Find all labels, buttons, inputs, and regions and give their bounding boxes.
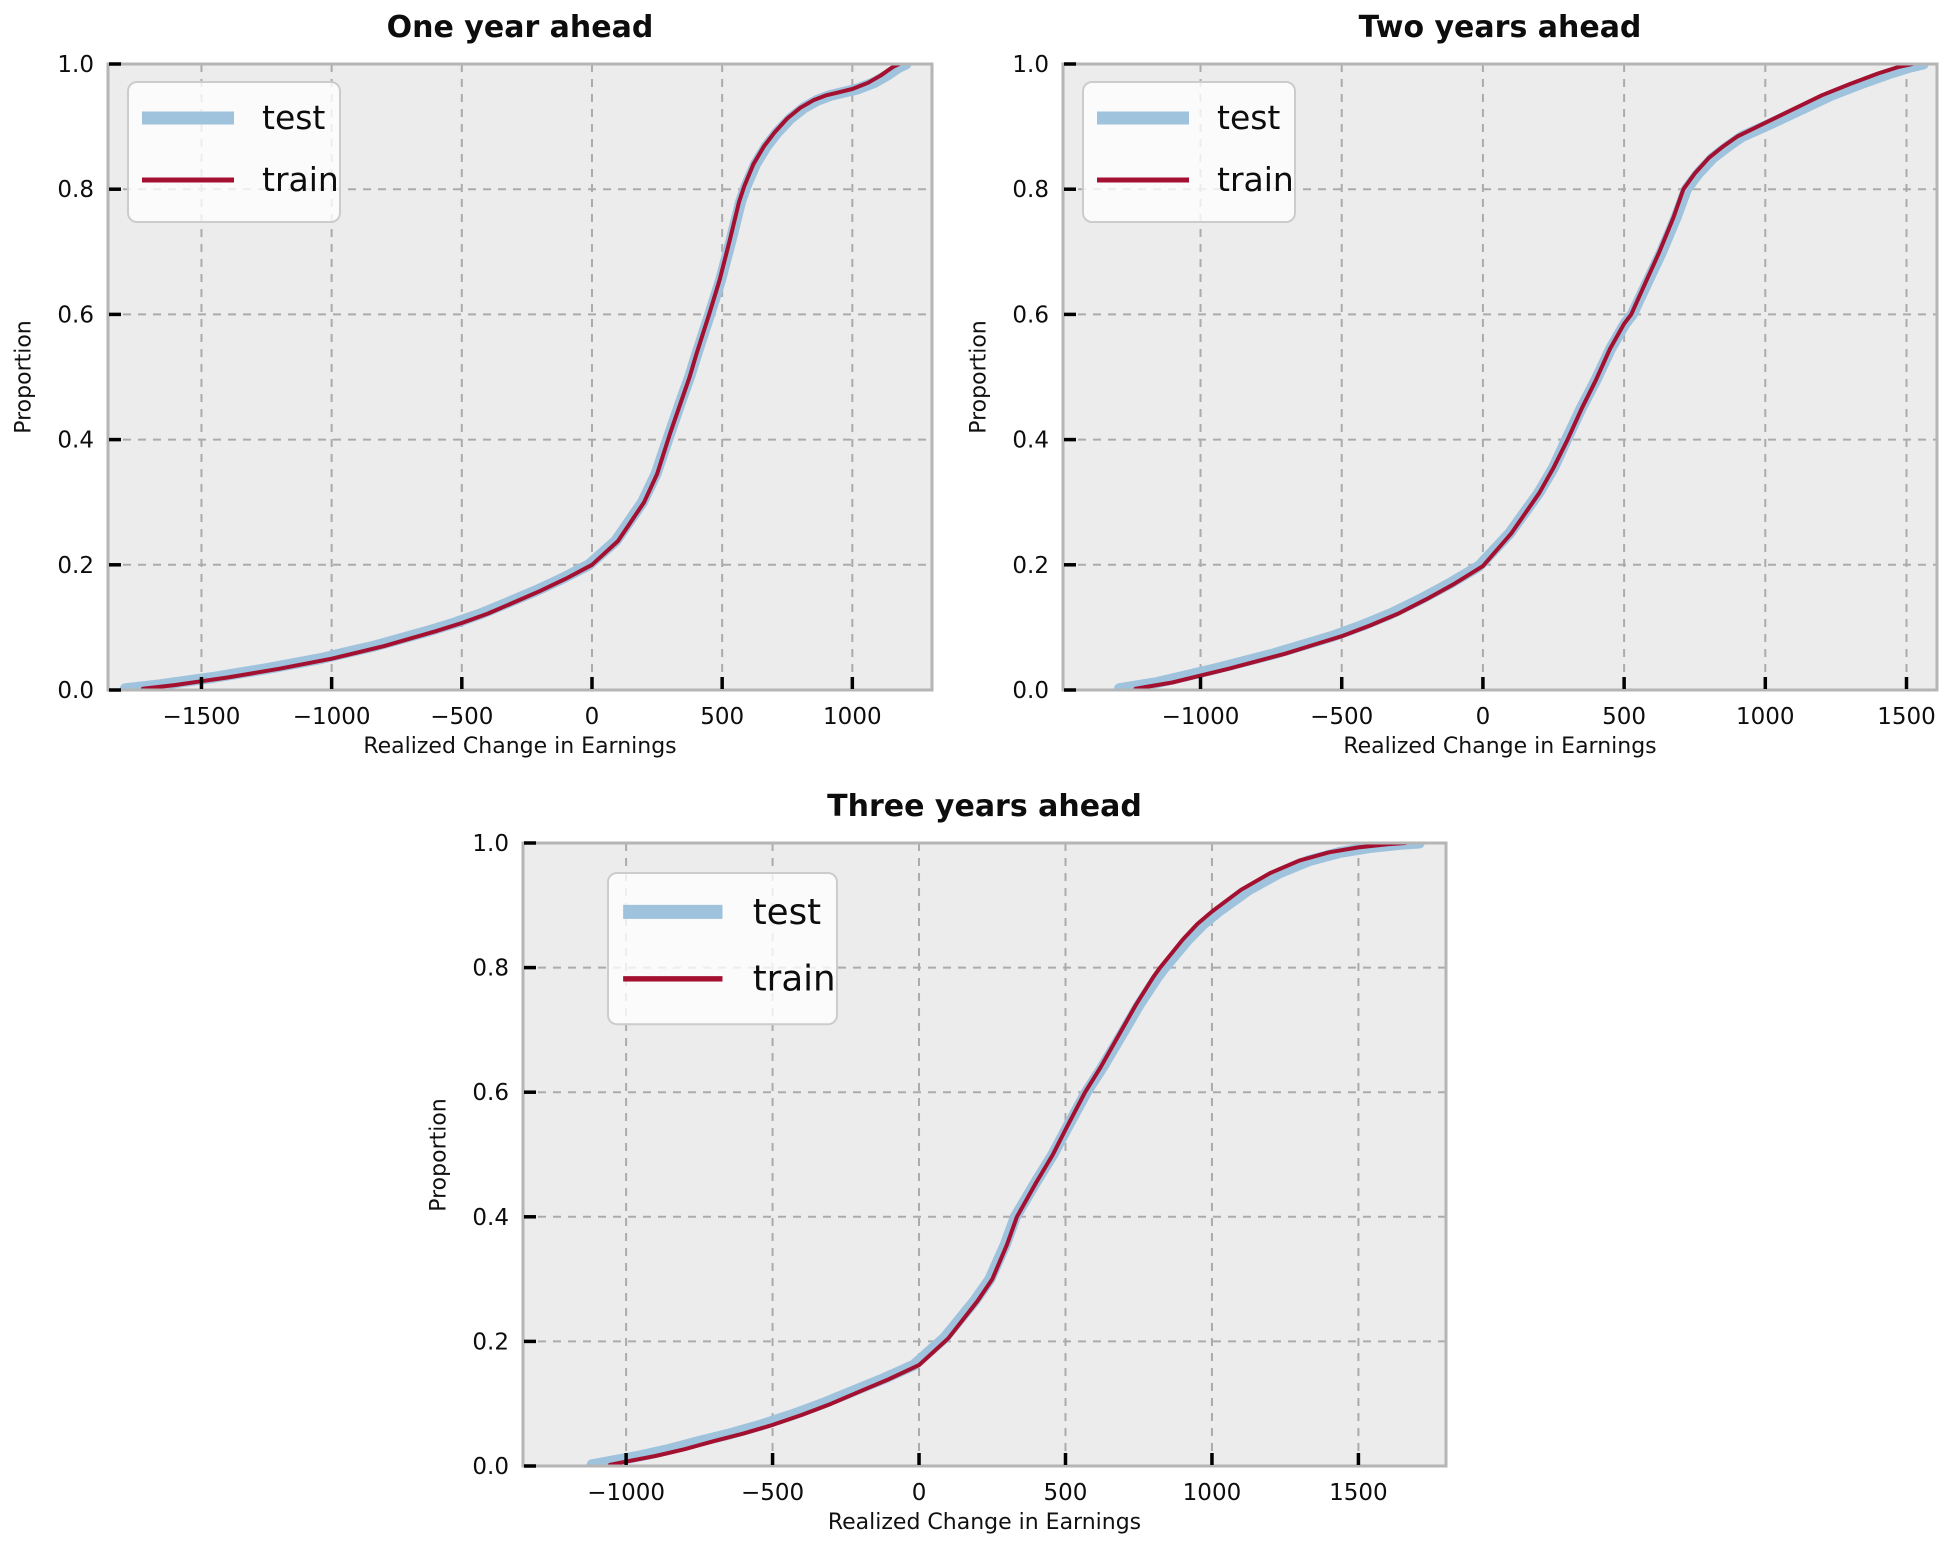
y-tick-label: 0.0	[472, 1454, 509, 1480]
y-axis-label: Proportion	[966, 320, 992, 434]
y-tick-label: 0.4	[57, 428, 94, 454]
y-tick-label: 0.2	[57, 553, 94, 579]
train-curve	[608, 843, 1408, 1466]
y-tick-label: 0.4	[1012, 428, 1049, 454]
y-tick-label: 1.0	[472, 831, 509, 857]
x-tick-label: 500	[700, 704, 744, 730]
x-tick-label: −500	[1310, 704, 1373, 730]
y-tick-label: 0.4	[472, 1205, 509, 1231]
legend: test train	[127, 81, 341, 223]
axes-spines	[106, 62, 934, 692]
y-tick-label: 0.6	[472, 1080, 509, 1106]
panel-title: One year ahead	[386, 10, 654, 45]
legend: test train	[607, 872, 838, 1026]
axes-spines	[1061, 62, 1939, 692]
x-tick-label: −1000	[587, 1480, 665, 1506]
plot-canvas: −1000 −500 0 500 1000 1500 0.0 0.2 0.4 0.6 0.8 1.0 t…	[1012, 52, 1939, 730]
y-tick-label: 0.8	[57, 177, 94, 203]
x-tick-label: 1000	[1183, 1480, 1242, 1506]
legend-label-test: test	[262, 98, 325, 137]
y-tick-label: 1.0	[1012, 52, 1049, 78]
x-tick-label: 500	[1602, 704, 1646, 730]
x-axis-label: Realized Change in Earnings	[1343, 734, 1657, 759]
ecdf-panel-two-years-ahead: Two years ahead Proportion −1000 −500 0 500…	[967, 10, 1939, 759]
x-tick-label: −500	[741, 1480, 804, 1506]
x-tick-label: 0	[585, 704, 600, 730]
legend-swatch-test	[623, 904, 723, 919]
legend-label-test: test	[1217, 98, 1280, 137]
y-tick-label: 0.8	[472, 956, 509, 982]
train-curve	[140, 64, 902, 690]
legend-swatch-train	[1097, 177, 1189, 183]
ecdf-panel-three-years-ahead: Three years ahead Proportion −1000 −500 0 5…	[427, 789, 1448, 1535]
x-tick-label: 0	[912, 1480, 927, 1506]
x-tick-label: −1000	[1162, 704, 1240, 730]
legend-swatch-test	[1097, 111, 1189, 125]
legend-swatch-test	[142, 111, 234, 125]
x-tick-label: −500	[430, 704, 493, 730]
x-tick-label: 1000	[1736, 704, 1795, 730]
panel-title: Three years ahead	[827, 789, 1142, 824]
legend-label-train: train	[1217, 160, 1294, 199]
plot-canvas: −1500 −1000 −500 0 500 1000 0.0 0.2 0.4 0.6 0.8 1.0…	[57, 52, 934, 730]
ecdf-panel-one-year-ahead: One year ahead Proportion −1500 −1000 −500…	[12, 10, 934, 759]
y-tick-label: 0.8	[1012, 177, 1049, 203]
axes-spines	[521, 841, 1448, 1468]
y-axis-label: Proportion	[11, 320, 37, 434]
y-axis-label: Proportion	[426, 1097, 452, 1212]
y-tick-label: 0.2	[1012, 553, 1049, 579]
y-tick-label: 1.0	[57, 52, 94, 78]
legend-swatch-train	[142, 177, 234, 183]
x-tick-label: −1500	[163, 704, 241, 730]
legend-label-train: train	[753, 959, 836, 1000]
x-tick-label: 1000	[823, 704, 882, 730]
y-tick-label: 0.6	[57, 302, 94, 328]
x-axis-label: Realized Change in Earnings	[827, 1510, 1142, 1535]
y-tick-label: 0.0	[57, 678, 94, 704]
x-tick-label: 0	[1476, 704, 1491, 730]
x-tick-label: 500	[1044, 1480, 1088, 1506]
legend-label-train: train	[262, 160, 339, 199]
x-tick-label: 1500	[1329, 1480, 1388, 1506]
y-tick-label: 0.0	[1012, 678, 1049, 704]
legend-swatch-train	[623, 976, 723, 982]
panel-title: Two years ahead	[1358, 10, 1642, 45]
plot-canvas: −1000 −500 0 500 1000 1500 0.0 0.2 0.4 0.6 0.8 1.0 t…	[472, 831, 1448, 1506]
y-tick-label: 0.6	[1012, 302, 1049, 328]
legend-label-test: test	[753, 892, 821, 933]
x-axis-label: Realized Change in Earnings	[363, 734, 677, 759]
legend: test train	[1082, 81, 1296, 223]
x-tick-label: −1000	[293, 704, 371, 730]
y-tick-label: 0.2	[472, 1329, 509, 1355]
x-tick-label: 1500	[1877, 704, 1936, 730]
train-curve	[1133, 64, 1915, 690]
